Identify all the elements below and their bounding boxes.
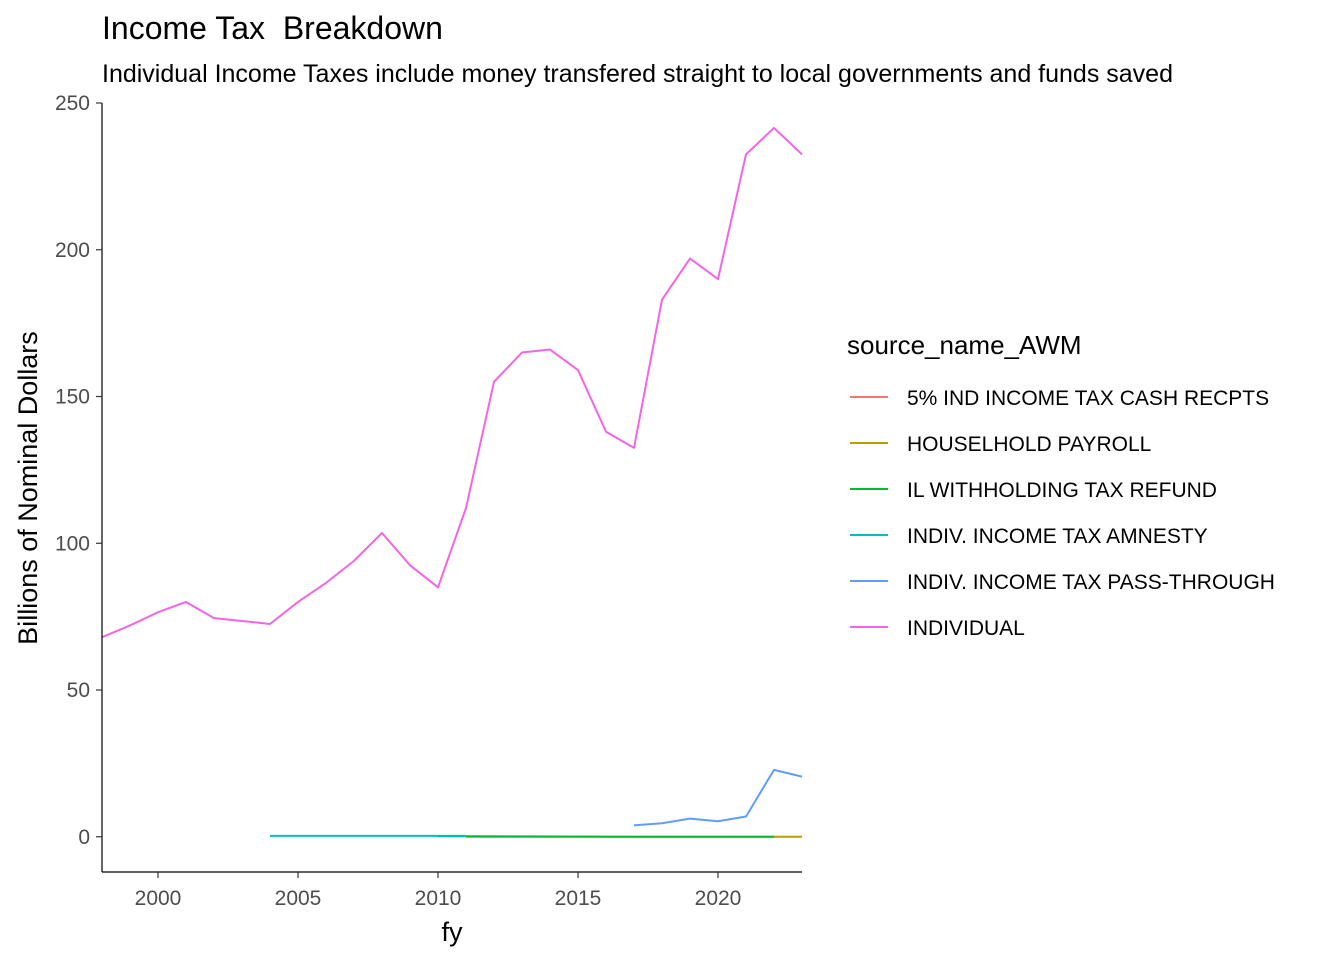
- legend-title: source_name_AWM: [847, 330, 1082, 360]
- y-tick-label: 100: [55, 532, 90, 555]
- y-axis-ticks: 0 50 100 150 200 250: [55, 92, 102, 849]
- chart-title: Income Tax Breakdown: [102, 10, 443, 46]
- y-tick-label: 150: [55, 386, 90, 409]
- chart-subtitle: Individual Income Taxes include money tr…: [102, 60, 1173, 88]
- x-tick-label: 2000: [135, 887, 182, 910]
- legend-label: INDIV. INCOME TAX AMNESTY: [907, 525, 1208, 548]
- x-axis-label: fy: [441, 917, 463, 947]
- legend-label: 5% IND INCOME TAX CASH RECPTS: [907, 387, 1269, 410]
- x-tick-label: 2005: [275, 887, 322, 910]
- series-line-individual: [101, 126, 803, 639]
- legend-label: INDIVIDUAL: [907, 617, 1025, 640]
- legend: source_name_AWM 5% IND INCOME TAX CASH R…: [847, 330, 1275, 640]
- x-tick-label: 2015: [555, 887, 602, 910]
- x-axis-ticks: 2000 2005 2010 2015 2020: [135, 872, 742, 910]
- y-tick-label: 0: [78, 826, 90, 849]
- x-tick-label: 2010: [415, 887, 462, 910]
- series-line-indiv-income-tax-pass-through: [633, 768, 803, 827]
- legend-items: 5% IND INCOME TAX CASH RECPTS HOUSELHOLD …: [850, 387, 1275, 640]
- y-tick-label: 250: [55, 92, 90, 115]
- legend-label: HOUSELHOLD PAYROLL: [907, 433, 1151, 456]
- y-tick-label: 50: [67, 679, 90, 702]
- series-line-il-withholding-tax-refund: [438, 835, 774, 838]
- x-tick-label: 2020: [695, 887, 742, 910]
- y-tick-label: 200: [55, 239, 90, 262]
- series-layer: [101, 126, 803, 838]
- legend-label: IL WITHHOLDING TAX REFUND: [907, 479, 1217, 502]
- y-axis-label: Billions of Nominal Dollars: [13, 331, 43, 645]
- legend-label: INDIV. INCOME TAX PASS-THROUGH: [907, 571, 1275, 594]
